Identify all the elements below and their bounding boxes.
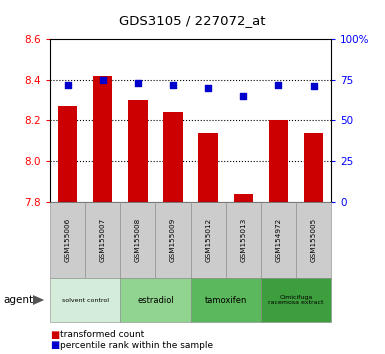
Text: GSM154972: GSM154972 bbox=[275, 218, 281, 262]
Bar bbox=[269, 120, 288, 202]
Text: Cimicifuga
racemosa extract: Cimicifuga racemosa extract bbox=[268, 295, 324, 306]
Bar bbox=[304, 132, 323, 202]
Bar bbox=[58, 106, 77, 202]
Text: GSM155013: GSM155013 bbox=[240, 218, 246, 262]
Text: solvent control: solvent control bbox=[62, 297, 109, 303]
Point bbox=[310, 83, 316, 89]
Text: ■: ■ bbox=[50, 330, 59, 339]
Bar bbox=[234, 194, 253, 202]
Text: tamoxifen: tamoxifen bbox=[204, 296, 247, 304]
Bar bbox=[199, 132, 218, 202]
Text: GSM155005: GSM155005 bbox=[311, 218, 316, 262]
Text: transformed count: transformed count bbox=[60, 330, 144, 339]
Text: estradiol: estradiol bbox=[137, 296, 174, 304]
Bar bbox=[163, 112, 182, 202]
Text: GSM155007: GSM155007 bbox=[100, 218, 106, 262]
Text: ■: ■ bbox=[50, 340, 59, 350]
Point bbox=[240, 93, 246, 99]
Text: GSM155012: GSM155012 bbox=[205, 218, 211, 262]
Text: GSM155008: GSM155008 bbox=[135, 218, 141, 262]
Point bbox=[205, 85, 211, 91]
Point bbox=[100, 77, 106, 82]
Point bbox=[65, 82, 71, 87]
Point bbox=[170, 82, 176, 87]
Bar bbox=[93, 75, 112, 202]
Point bbox=[275, 82, 281, 87]
Text: GSM155006: GSM155006 bbox=[65, 218, 70, 262]
Text: agent: agent bbox=[4, 295, 34, 305]
Polygon shape bbox=[33, 295, 44, 305]
Text: percentile rank within the sample: percentile rank within the sample bbox=[60, 341, 213, 350]
Bar bbox=[128, 100, 147, 202]
Text: GDS3105 / 227072_at: GDS3105 / 227072_at bbox=[119, 14, 266, 27]
Point bbox=[135, 80, 141, 86]
Text: GSM155009: GSM155009 bbox=[170, 218, 176, 262]
